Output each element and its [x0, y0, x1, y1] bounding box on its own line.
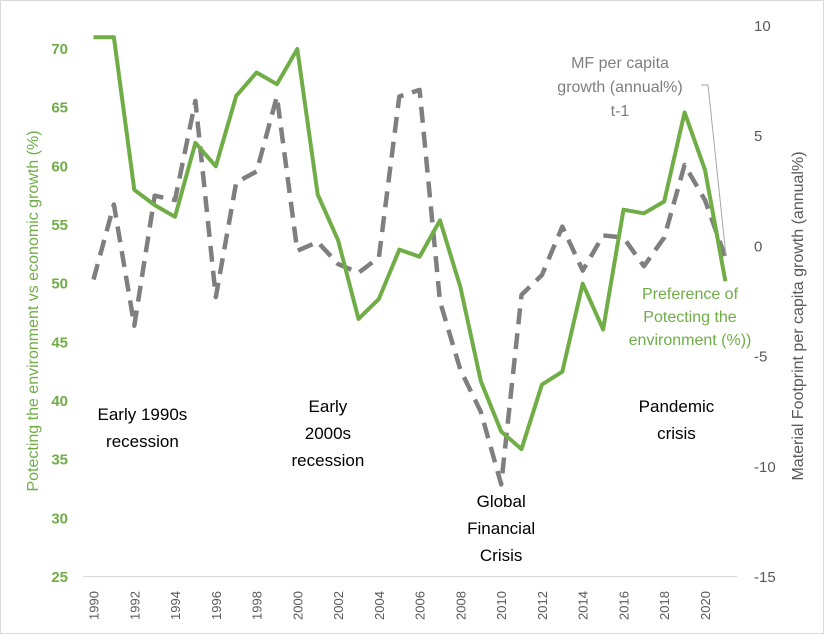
x-tick-label: 2018 — [657, 591, 672, 620]
x-tick-label: 1996 — [209, 591, 224, 620]
x-tick-label: 2012 — [535, 591, 550, 620]
x-tick-label: 2008 — [453, 591, 468, 620]
y-left-tick-label: 30 — [51, 510, 68, 527]
y-right-tick-label: -5 — [754, 349, 767, 366]
x-tick-label: 2014 — [576, 591, 591, 620]
annotation-text: 2000s — [305, 424, 351, 443]
y-right-axis-title: Material Footprint per capita growth (an… — [790, 151, 807, 480]
y-right-tick-label: 0 — [754, 238, 762, 255]
annotation-text: Crisis — [480, 546, 523, 565]
y-left-tick-label: 50 — [51, 276, 68, 293]
y-left-tick-label: 25 — [51, 569, 68, 586]
series-label-mf-growth: MF per capita — [571, 55, 669, 72]
y-left-tick-label: 60 — [51, 158, 68, 175]
annotation-text: Pandemic — [639, 397, 715, 416]
annotation-text: Early — [309, 397, 348, 416]
y-left-tick-label: 70 — [51, 41, 68, 58]
series-label-environment: Potecting the — [643, 309, 737, 326]
annotation-text: Financial — [467, 519, 535, 538]
annotation-text: recession — [292, 451, 365, 470]
x-tick-label: 1998 — [250, 591, 265, 620]
y-right-tick-label: 5 — [754, 128, 762, 145]
x-tick-label: 1992 — [127, 591, 142, 620]
x-tick-label: 2010 — [494, 591, 509, 620]
annotation-text: Early 1990s — [98, 405, 188, 424]
y-left-tick-label: 35 — [51, 452, 68, 469]
y-right-tick-label: 10 — [754, 18, 771, 35]
y-right-tick-label: -10 — [754, 459, 776, 476]
x-tick-label: 2002 — [331, 591, 346, 620]
x-tick-label: 1990 — [87, 591, 102, 620]
y-left-axis-title: Potecting the environment vs economic gr… — [25, 130, 42, 491]
y-left-tick-label: 40 — [51, 393, 68, 410]
y-left-tick-label: 65 — [51, 100, 68, 117]
series-line-mf-growth — [91, 87, 728, 487]
series-label-leader-line — [701, 84, 727, 257]
x-tick-label: 2006 — [413, 591, 428, 620]
series-label-mf-growth: growth (annual%) — [557, 79, 682, 96]
x-tick-label: 2016 — [616, 591, 631, 620]
series-label-environment: Preference of — [642, 286, 739, 303]
y-right-tick-label: -15 — [754, 569, 776, 586]
annotation-text: crisis — [657, 424, 696, 443]
x-tick-label: 1994 — [168, 591, 183, 620]
annotation-text: Global — [477, 492, 526, 511]
y-left-tick-label: 45 — [51, 334, 68, 351]
annotation-text: recession — [106, 432, 179, 451]
x-tick-label: 2000 — [290, 591, 305, 620]
series-line-environment-preference — [93, 35, 728, 452]
x-tick-label: 2020 — [698, 591, 713, 620]
series-label-mf-growth: t-1 — [611, 103, 630, 120]
series-label-environment: environment (%)) — [629, 332, 752, 349]
y-left-tick-label: 55 — [51, 217, 68, 234]
x-tick-label: 2004 — [372, 591, 387, 620]
